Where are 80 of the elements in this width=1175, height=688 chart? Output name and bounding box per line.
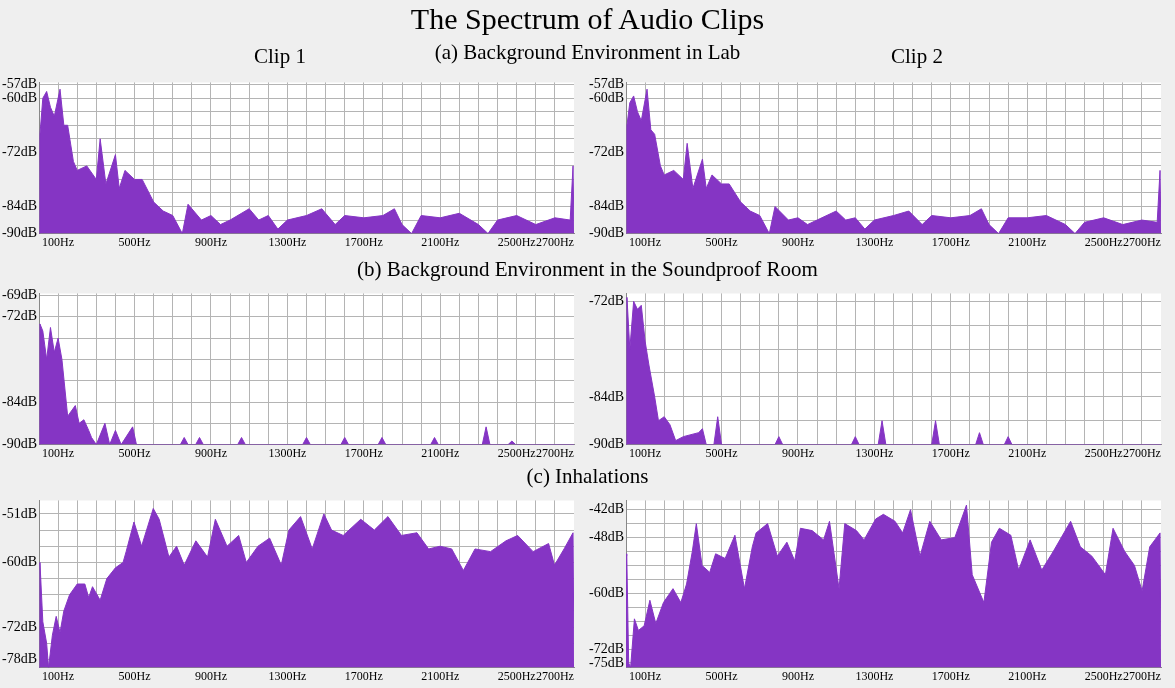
- chart-subtitle: (c) Inhalations: [525, 464, 650, 489]
- y-tick-label: -42dB: [589, 501, 624, 517]
- x-tick-label: 100Hz: [629, 445, 662, 460]
- y-tick-label: -84dB: [589, 388, 624, 404]
- x-tick-label: 900Hz: [781, 668, 814, 683]
- y-tick-label: -90dB: [2, 225, 37, 241]
- y-tick-label: -90dB: [2, 436, 37, 452]
- x-tick-label: 2700Hz: [1122, 234, 1161, 249]
- x-tick-label: 500Hz: [118, 668, 151, 683]
- x-tick-label: 2500Hz: [497, 445, 536, 460]
- y-tick-label: -72dB: [2, 308, 37, 324]
- chart-subtitle: (b) Background Environment in the Soundproof Room: [356, 257, 819, 282]
- x-tick-label: 900Hz: [194, 668, 227, 683]
- y-tick-label: -75dB: [589, 654, 624, 670]
- x-tick-label: 2500Hz: [1084, 668, 1123, 683]
- x-tick-label: 500Hz: [705, 668, 738, 683]
- x-tick-label: 1300Hz: [268, 668, 307, 683]
- x-tick-label: 2100Hz: [1008, 234, 1047, 249]
- text: The Spectrum of Audio Clips: [409, 2, 766, 36]
- chart-title: Clip 2: [890, 44, 944, 69]
- x-tick-label: 2700Hz: [535, 234, 574, 249]
- x-tick-label: 500Hz: [118, 234, 151, 249]
- y-tick-label: -60dB: [589, 584, 624, 600]
- y-tick-label: -60dB: [2, 554, 37, 570]
- y-tick-label: -72dB: [2, 618, 37, 634]
- x-tick-label: 1700Hz: [931, 234, 970, 249]
- y-tick-label: -84dB: [589, 198, 624, 214]
- x-tick-label: 2500Hz: [497, 668, 536, 683]
- x-tick-label: 900Hz: [194, 445, 227, 460]
- x-tick-label: 1700Hz: [344, 234, 383, 249]
- y-tick-label: -84dB: [2, 198, 37, 214]
- x-tick-label: 2100Hz: [421, 668, 460, 683]
- y-tick-label: -72dB: [589, 144, 624, 160]
- x-tick-label: 500Hz: [705, 445, 738, 460]
- x-tick-label: 100Hz: [629, 234, 662, 249]
- x-tick-label: 100Hz: [42, 445, 75, 460]
- x-tick-label: 1700Hz: [344, 668, 383, 683]
- y-tick-label: -90dB: [589, 436, 624, 452]
- x-tick-label: 2700Hz: [1122, 668, 1161, 683]
- chart-subtitle: (a) Background Environment in Lab: [434, 40, 741, 64]
- x-tick-label: 1300Hz: [855, 234, 894, 249]
- x-tick-label: 900Hz: [194, 234, 227, 249]
- x-tick-label: 500Hz: [705, 234, 738, 249]
- y-tick-label: -48dB: [589, 529, 624, 545]
- chart-title: Clip 1: [253, 44, 307, 69]
- x-tick-label: 900Hz: [781, 234, 814, 249]
- x-tick-label: 2100Hz: [421, 234, 460, 249]
- y-tick-label: -78dB: [2, 651, 37, 667]
- x-tick-label: 2700Hz: [535, 445, 574, 460]
- x-tick-label: 500Hz: [118, 445, 151, 460]
- x-tick-label: 1300Hz: [855, 445, 894, 460]
- x-tick-label: 2500Hz: [1084, 234, 1123, 249]
- x-tick-label: 2100Hz: [421, 445, 460, 460]
- x-tick-label: 2500Hz: [1084, 445, 1123, 460]
- x-tick-label: 1300Hz: [268, 234, 307, 249]
- x-tick-label: 2500Hz: [497, 234, 536, 249]
- x-tick-label: 1700Hz: [931, 668, 970, 683]
- x-tick-label: 2100Hz: [1008, 445, 1047, 460]
- x-tick-label: 1700Hz: [931, 445, 970, 460]
- x-tick-label: 100Hz: [42, 668, 75, 683]
- y-tick-label: -84dB: [2, 393, 37, 409]
- x-tick-label: 1700Hz: [344, 445, 383, 460]
- y-tick-label: -60dB: [589, 89, 624, 105]
- x-tick-label: 2700Hz: [535, 668, 574, 683]
- x-tick-label: 100Hz: [42, 234, 75, 249]
- x-tick-label: 1300Hz: [855, 668, 894, 683]
- x-tick-label: 1300Hz: [268, 445, 307, 460]
- y-tick-label: -51dB: [2, 505, 37, 521]
- y-tick-label: -57dB: [2, 76, 37, 92]
- y-tick-label: -72dB: [589, 640, 624, 656]
- y-tick-label: -60dB: [2, 89, 37, 105]
- x-tick-label: 100Hz: [629, 668, 662, 683]
- y-tick-label: -69dB: [2, 287, 37, 303]
- x-tick-label: 2700Hz: [1122, 445, 1161, 460]
- x-tick-label: 2100Hz: [1008, 668, 1047, 683]
- y-tick-label: -72dB: [589, 293, 624, 309]
- x-tick-label: 900Hz: [781, 445, 814, 460]
- y-tick-label: -90dB: [589, 225, 624, 241]
- y-tick-label: -57dB: [589, 76, 624, 92]
- y-tick-label: -72dB: [2, 144, 37, 160]
